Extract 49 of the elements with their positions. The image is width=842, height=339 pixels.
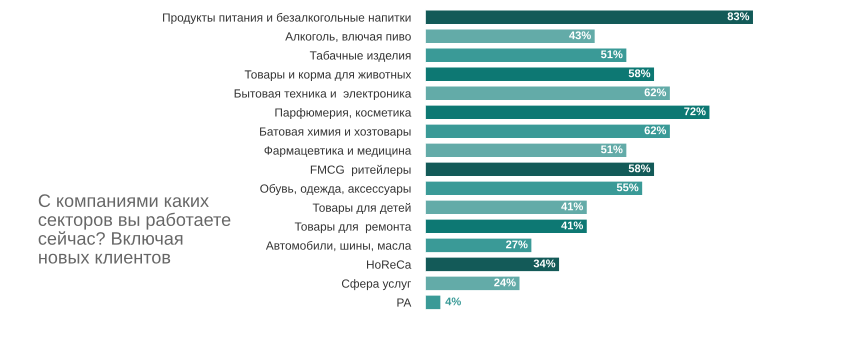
bar	[425, 237, 533, 254]
bar	[425, 161, 656, 178]
data-label: 24%	[494, 278, 516, 286]
y-tick-label: Обувь, одежда, аксессуары	[260, 184, 411, 196]
data-label: 4%	[445, 298, 461, 306]
bar	[425, 47, 628, 64]
bar	[425, 85, 672, 102]
bar	[425, 28, 596, 44]
data-label: 43%	[569, 31, 591, 40]
y-tick-label: Бытовая техника и электроника	[234, 89, 412, 100]
bar	[425, 9, 754, 26]
y-tick-label: Продукты питания и безалкогольные напитки	[163, 12, 411, 24]
bar	[425, 180, 644, 196]
y-tick-label: Табачные изделия	[310, 50, 411, 62]
y-tick-label: Парфюмерия, косметика	[275, 108, 412, 120]
y-tick-label: Товары для ремонта	[294, 222, 412, 234]
bar	[425, 142, 628, 158]
data-label: 58%	[628, 164, 650, 172]
bar	[425, 256, 560, 272]
text: С компаниями каких секторов вы работаете сейчас? Включая новых клиентов	[38, 194, 230, 264]
data-label: 41%	[561, 221, 584, 230]
data-label: 72%	[684, 107, 706, 116]
bar	[425, 275, 521, 292]
data-label: 27%	[506, 240, 528, 248]
data-label: 62%	[644, 88, 666, 96]
data-label: 55%	[616, 183, 638, 192]
y-tick-label: Алкоголь, влючая пиво	[285, 32, 411, 42]
y-tick-label: Товары для детей	[312, 202, 411, 214]
bar	[425, 104, 711, 120]
data-label: 51%	[600, 145, 623, 154]
y-tick-label: Автомобили, шины, масла	[266, 240, 412, 252]
data-label: 51%	[600, 50, 623, 58]
bar	[425, 199, 588, 216]
y-tick-label: Батовая химия и хозтовары	[260, 127, 411, 138]
y-tick-label: HoReCa	[367, 260, 412, 269]
y-tick-label: Сфера услуг	[342, 279, 411, 290]
data-label: 83%	[728, 12, 750, 20]
bar	[425, 66, 656, 82]
bar	[425, 123, 672, 140]
data-label: 58%	[628, 69, 650, 78]
bar	[425, 218, 588, 234]
y-tick-label: Товары и корма для животных	[244, 70, 412, 81]
data-label: 34%	[534, 259, 556, 268]
y-tick-label: FMCG ритейлеры	[310, 164, 411, 176]
y-tick-label: PA	[397, 298, 412, 307]
data-label: 62%	[644, 126, 666, 134]
y-tick-label: Фармацевтика и медицина	[264, 146, 412, 158]
data-label: 41%	[561, 202, 584, 210]
bar	[425, 294, 442, 310]
